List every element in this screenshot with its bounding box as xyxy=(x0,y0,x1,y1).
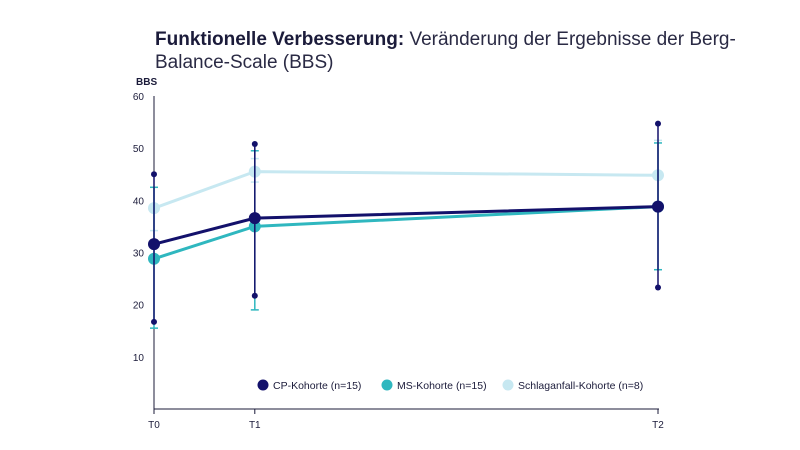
y-tick-label: 10 xyxy=(133,353,145,364)
error-bar-cap-high xyxy=(151,171,157,178)
chart-title: Funktionelle Verbesserung: Veränderung d… xyxy=(155,28,755,74)
error-bar-cap-high xyxy=(251,140,258,147)
legend-marker xyxy=(257,379,269,391)
legend-label: MS-Kohorte (n=15) xyxy=(397,380,487,392)
y-tick-label: 50 xyxy=(133,144,145,155)
legend-marker xyxy=(502,379,514,391)
y-axis-label: BBS xyxy=(136,77,157,88)
x-tick-label: T1 xyxy=(249,420,261,431)
data-point xyxy=(148,238,160,251)
data-point xyxy=(248,212,261,225)
error-bar-cap-high xyxy=(655,120,661,127)
legend-label: CP-Kohorte (n=15) xyxy=(273,380,361,392)
y-tick-label: 20 xyxy=(133,301,145,312)
legend-marker xyxy=(381,379,393,391)
x-tick-label: T2 xyxy=(652,420,664,431)
series-line xyxy=(153,170,659,210)
error-bar-cap-low xyxy=(655,284,661,291)
legend-label: Schlaganfall-Kohorte (n=8) xyxy=(518,380,643,392)
error-bar-cap-low xyxy=(151,318,157,325)
series-line xyxy=(153,205,659,246)
x-tick-label: T0 xyxy=(148,420,160,431)
y-tick-label: 40 xyxy=(133,196,145,207)
y-tick-label: 30 xyxy=(133,249,145,260)
data-point xyxy=(652,200,664,213)
chart-title-bold: Funktionelle Verbesserung: xyxy=(155,29,405,50)
chart-title-rest: Veränderung der Ergebnisse der Berg-Bala… xyxy=(155,29,736,73)
error-bar-cap-low xyxy=(251,292,258,299)
y-tick-label: 60 xyxy=(133,92,145,103)
